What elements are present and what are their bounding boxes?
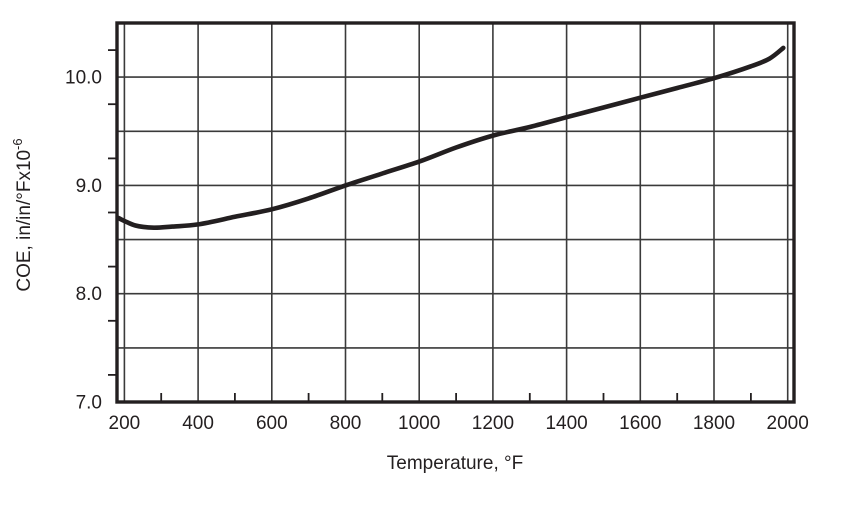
x-tick-label: 1000 xyxy=(398,413,440,434)
y-axis-title: COE, in/in/°Fx10-6 xyxy=(10,138,35,291)
y-tick-label: 7.0 xyxy=(76,393,102,414)
y-axis-tick-labels: 7.0 8.0 9.0 10.0 xyxy=(65,68,102,414)
gridlines xyxy=(117,23,794,402)
y-tick-label: 8.0 xyxy=(76,284,102,305)
x-tick-label: 200 xyxy=(109,413,141,434)
y-tick-label: 9.0 xyxy=(76,176,102,197)
x-tick-label: 1800 xyxy=(693,413,735,434)
coe-curve xyxy=(115,45,786,231)
x-tick-label: 1400 xyxy=(545,413,587,434)
x-axis-title: Temperature, °F xyxy=(387,453,523,474)
minor-ticks xyxy=(108,49,752,402)
x-tick-label: 800 xyxy=(330,413,362,434)
y-tick-label: 10.0 xyxy=(65,68,102,89)
x-tick-label: 2000 xyxy=(767,413,809,434)
x-axis-tick-labels: 200 400 600 800 1000 1200 1400 1600 1800 2000 xyxy=(109,413,809,434)
x-tick-label: 600 xyxy=(256,413,288,434)
plot-border xyxy=(115,21,796,404)
x-tick-label: 1600 xyxy=(619,413,661,434)
x-tick-label: 400 xyxy=(182,413,214,434)
x-tick-label: 1200 xyxy=(472,413,514,434)
